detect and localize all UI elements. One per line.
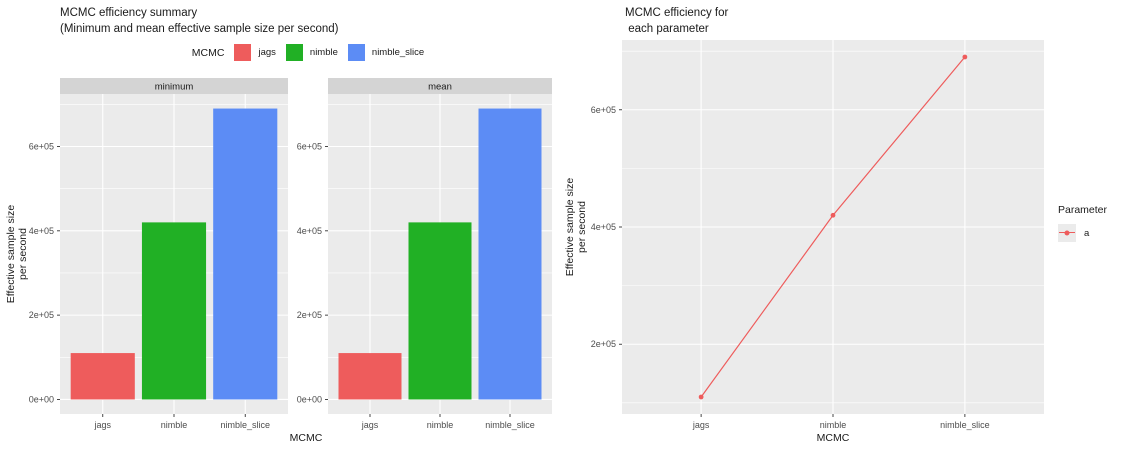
facet-strip — [60, 78, 288, 94]
left-y-axis-label-line: per second — [17, 228, 29, 280]
y-tick-label: 4e+05 — [29, 226, 54, 236]
right-x-axis-label: MCMC — [817, 432, 850, 444]
x-tick-label: nimble — [427, 420, 454, 430]
right-y-axis-label-line: per second — [576, 201, 588, 253]
point-jags — [698, 394, 704, 400]
x-tick-label: nimble_slice — [940, 420, 990, 430]
left-x-axis-label: MCMC — [290, 432, 323, 444]
left-legend-title: MCMC — [191, 46, 225, 59]
y-tick-label: 0e+00 — [297, 394, 322, 404]
legend-label: nimble — [309, 47, 338, 58]
x-tick-label: nimble_slice — [485, 420, 535, 430]
bar-nimble-mean — [408, 222, 472, 400]
facet-strip — [328, 78, 552, 94]
y-tick-label: 6e+05 — [29, 141, 54, 151]
y-tick-label: 6e+05 — [297, 141, 322, 151]
x-tick-label: nimble — [820, 420, 847, 430]
point-nimble_slice — [962, 54, 968, 60]
bar-nimble_slice-minimum — [213, 108, 278, 400]
y-tick-label: 2e+05 — [591, 339, 616, 349]
left-chart-subtitle: (Minimum and mean effective sample size … — [60, 22, 339, 35]
y-tick-label: 2e+05 — [297, 310, 322, 320]
legend-label: nimble_slice — [371, 47, 425, 58]
legend-label: jags — [258, 47, 276, 58]
y-tick-label: 4e+05 — [297, 226, 322, 236]
point-nimble — [830, 212, 836, 218]
x-tick-label: jags — [361, 420, 379, 430]
bar-nimble-minimum — [141, 222, 207, 400]
legend-item-nimble_slice: nimble_slice — [347, 44, 425, 61]
left-chart-legend: MCMC jags nimble nimble_slice — [0, 44, 616, 61]
x-tick-label: jags — [692, 420, 710, 430]
legend-key-dot — [1064, 230, 1070, 236]
right-y-axis-label: Effective sample size per second — [564, 178, 588, 277]
left-y-axis-label: Effective sample size per second — [5, 205, 29, 304]
legend-item-jags: jags — [234, 44, 276, 61]
legend-label: a — [1084, 227, 1090, 239]
y-tick-label: 0e+00 — [29, 394, 54, 404]
left-y-axis-label-line: Effective sample size — [5, 205, 17, 304]
facet-strip-label: mean — [428, 82, 452, 93]
bar-jags-minimum — [70, 353, 135, 400]
x-tick-label: nimble_slice — [220, 420, 270, 430]
facet-strip-label: minimum — [155, 82, 194, 93]
legend-swatch-nimble — [285, 44, 303, 61]
x-tick-label: nimble — [161, 420, 188, 430]
legend-item-nimble: nimble — [285, 44, 338, 61]
right-chart-legend: Parameter a — [1058, 204, 1107, 242]
y-tick-label: 4e+05 — [591, 222, 616, 232]
y-tick-label: 2e+05 — [29, 310, 54, 320]
legend-swatch-nimble_slice — [347, 44, 365, 61]
y-tick-label: 6e+05 — [591, 105, 616, 115]
right-chart-title: MCMC efficiency for each parameter — [625, 7, 729, 35]
bar-nimble_slice-mean — [478, 108, 542, 400]
legend-key-box — [1058, 224, 1076, 242]
right-legend-title: Parameter — [1058, 204, 1108, 216]
legend-swatch-jags — [234, 44, 252, 61]
right-legend-item-a: a — [1058, 224, 1107, 242]
bar-jags-mean — [338, 353, 402, 400]
x-tick-label: jags — [93, 420, 111, 430]
left-chart-title: MCMC efficiency summary — [60, 7, 198, 19]
right-y-axis-label-line: Effective sample size — [564, 178, 576, 277]
